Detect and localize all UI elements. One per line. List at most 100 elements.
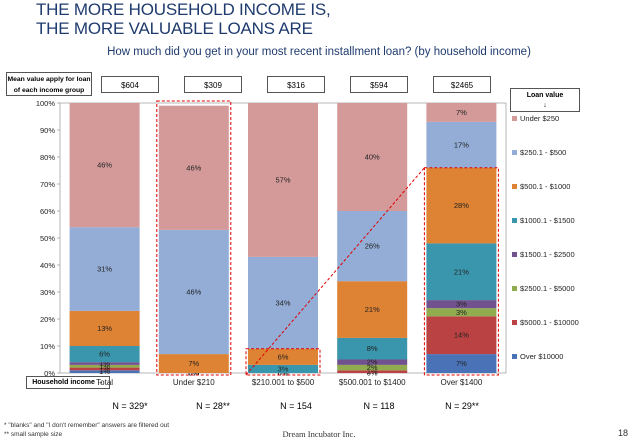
bar-segment (248, 256, 318, 349)
x-tick-label: Over $1400 (440, 378, 482, 387)
data-label: 1% (99, 364, 110, 373)
bar-segment (69, 346, 140, 363)
legend-label: $1500.1 - $2500 (520, 250, 575, 259)
y-tick-label: 60% (40, 207, 55, 216)
legend-label: Over $10000 (520, 352, 563, 361)
data-label: 1% (99, 359, 110, 368)
legend-swatch (512, 116, 517, 121)
data-label: 6% (278, 352, 289, 361)
data-label: 1% (99, 362, 110, 371)
bar-segment (337, 211, 408, 282)
trend-line (245, 167, 425, 376)
data-label: 1% (367, 367, 378, 376)
bar-segment (337, 103, 408, 211)
data-label: 2% (367, 358, 378, 367)
legend-label: $2500.1 - $5000 (520, 284, 575, 293)
company-name: Dream Incubator Inc. (282, 429, 356, 439)
x-tick-label: $500.001 to $1400 (339, 378, 406, 387)
data-label: 1% (99, 367, 110, 376)
data-label: 34% (275, 298, 290, 307)
bar-segment (248, 103, 318, 257)
bar-segment (158, 105, 229, 230)
data-label: 7% (456, 108, 467, 117)
bar-segment (426, 167, 497, 244)
footnote-blanks: * "blanks" and "I don't remember" answer… (4, 422, 170, 429)
footnote-small-sample: ** small sample size (4, 431, 63, 438)
x-tick-label: $210.001 to $500 (252, 378, 315, 387)
mean-value-label: Mean value apply for loan of each income… (6, 72, 92, 96)
highlight-box-under-210 (156, 100, 232, 376)
household-income-label: Household income → (26, 376, 110, 389)
n-label-210-500: N = 154 (280, 401, 312, 411)
y-tick-label: 70% (40, 180, 55, 189)
legend-label: $5000.1 - $10000 (520, 318, 579, 327)
loan-value-label: Loan value (526, 92, 564, 99)
legend-swatch (512, 218, 517, 223)
data-label: 40% (365, 153, 380, 162)
y-tick-label: 30% (40, 288, 55, 297)
data-label: 17% (454, 140, 469, 149)
data-label: 14% (454, 331, 469, 340)
bar-segment (426, 121, 497, 168)
bar-segment (158, 229, 229, 355)
data-label: 31% (97, 265, 112, 274)
data-label: 13% (97, 324, 112, 333)
bar-segment (69, 227, 140, 311)
legend-label: $1000.1 - $1500 (520, 216, 575, 225)
data-label: 2% (367, 363, 378, 372)
legend-swatch (512, 252, 517, 257)
bar-segment (337, 359, 408, 365)
data-label: 7% (188, 359, 199, 368)
title-line-2: THE MORE VALUABLE LOANS ARE (36, 19, 313, 38)
bar-segment (337, 364, 408, 371)
bar-segment (248, 348, 318, 365)
n-label-under-210: N = 28** (196, 401, 230, 411)
x-tick-label: Total (96, 378, 113, 387)
bar-segment (69, 364, 140, 368)
bar-segment (69, 370, 140, 373)
y-tick-label: 20% (40, 315, 55, 324)
highlight-box-210-500 (245, 348, 321, 376)
legend-swatch (512, 286, 517, 291)
bar-segment (426, 354, 497, 373)
bar-segment (426, 103, 497, 122)
legend-label: $500.1 - $1000 (520, 182, 570, 191)
mean-value-under-210: $309 (184, 76, 242, 93)
data-label: 21% (365, 305, 380, 314)
legend-label: $250.1 - $500 (520, 148, 566, 157)
y-tick-label: 90% (40, 126, 55, 135)
mean-value-210-500: $316 (267, 76, 325, 93)
bar-segment (426, 300, 497, 309)
data-label: 46% (186, 288, 201, 297)
bar-segment (337, 337, 408, 360)
down-arrow-icon: ↓ (543, 102, 547, 109)
bar-segment (337, 370, 408, 373)
mean-value-over-1400: $2465 (433, 76, 491, 93)
n-label-total: N = 329* (112, 401, 148, 411)
title-line-1: THE MORE HOUSEHOLD INCOME IS, (36, 0, 331, 19)
bar-segment (426, 308, 497, 317)
mean-value-total: $604 (101, 76, 159, 93)
loan-value-box: Loan value ↓ (510, 88, 580, 112)
mean-value-500-1400: $594 (350, 76, 408, 93)
legend-swatch (512, 150, 517, 155)
y-tick-label: 80% (40, 153, 55, 162)
data-label: 46% (186, 163, 201, 172)
bar-segment (426, 316, 497, 355)
bar-segment (69, 103, 140, 228)
bar-segment (69, 310, 140, 346)
data-label: 6% (99, 350, 110, 359)
legend-swatch (512, 184, 517, 189)
bar-segment (69, 367, 140, 371)
y-tick-label: 10% (40, 342, 55, 351)
y-tick-label: 100% (36, 99, 56, 108)
data-label: 46% (97, 161, 112, 170)
y-tick-label: 50% (40, 234, 55, 243)
x-tick-label: Under $210 (173, 378, 215, 387)
y-tick-label: 0% (44, 369, 55, 378)
data-label: 21% (454, 267, 469, 276)
n-label-over-1400: N = 29** (445, 401, 479, 411)
highlight-box-over-1400 (423, 167, 499, 376)
legend-swatch (512, 354, 517, 359)
